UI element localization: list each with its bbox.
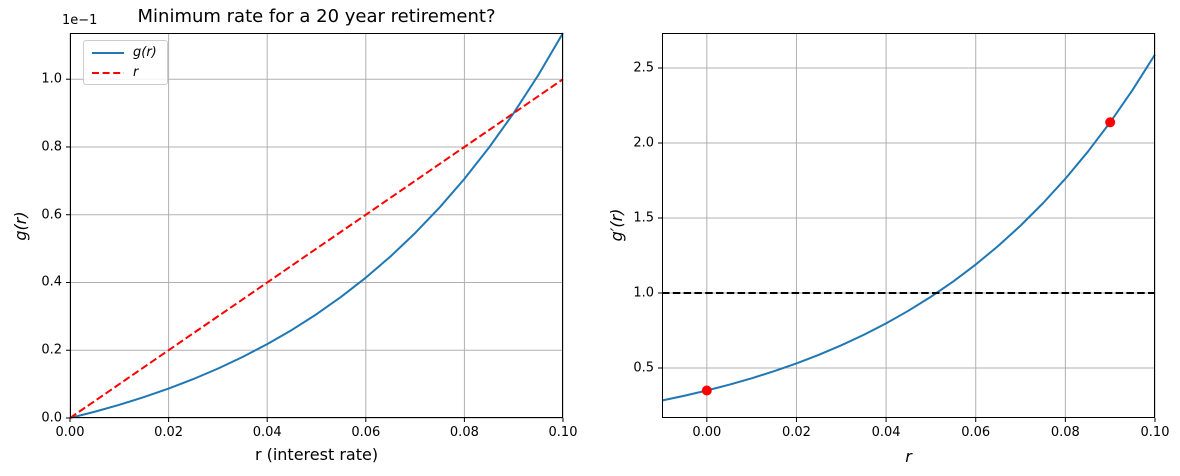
x-tick-label: 0.02 xyxy=(781,425,811,440)
y-tick-label: 2.0 xyxy=(633,135,654,151)
legend-entry: g(r) xyxy=(91,46,157,59)
legend-entry: r xyxy=(91,66,157,79)
x-tick-label: 0.04 xyxy=(252,425,282,440)
y-tick-label: 2.5 xyxy=(633,60,654,76)
grid-lines xyxy=(69,33,564,419)
x-tick-label: 0.00 xyxy=(692,425,722,440)
legend-solid-line-sample xyxy=(92,51,124,54)
tick-marks xyxy=(658,67,1156,422)
x-tick-label: 0.08 xyxy=(449,425,479,440)
x-tick-label: 0.06 xyxy=(961,425,991,440)
left-x-axis-label: r (interest rate) xyxy=(254,445,379,464)
series-line-1 xyxy=(69,78,564,419)
y-tick-label: 0.4 xyxy=(41,274,62,290)
axes-spines xyxy=(70,33,563,418)
marker-point xyxy=(1105,117,1116,128)
right-plot: 0.00 0.02 0.04 0.06 0.08 0.10 0.5 1.0 1.5 2.0 2.5 xyxy=(633,33,1169,439)
y-tick-label: 0.2 xyxy=(41,342,62,358)
x-tick-label: 0.00 xyxy=(55,425,85,440)
y-tick-label: 0.8 xyxy=(41,139,62,155)
x-tick-label: 0.08 xyxy=(1050,425,1080,440)
axes-spines xyxy=(662,33,1155,418)
y-axis-offset-label: 1e−1 xyxy=(62,13,98,28)
legend-label-r: r xyxy=(133,65,139,80)
left-plot: 0.00 0.02 0.04 0.06 0.08 0.10 0.0 0.2 0.4 0.6 0.8 1… xyxy=(41,32,577,439)
plot-canvas xyxy=(658,33,1156,422)
x-tick-label: 0.02 xyxy=(154,425,184,440)
y-tick-label: 0.0 xyxy=(41,410,62,426)
right-x-axis-label: r xyxy=(905,447,912,466)
legend-dashed-line-sample xyxy=(92,71,124,74)
x-tick-label: 0.06 xyxy=(351,425,381,440)
right-y-axis-label: g′(r) xyxy=(607,208,626,242)
legend-label-g: g(r) xyxy=(133,45,157,60)
x-tick-label: 0.10 xyxy=(1140,425,1170,440)
marker-point xyxy=(701,385,712,396)
tick-marks xyxy=(66,78,564,422)
plot-canvas xyxy=(66,32,564,422)
y-tick-label: 1.5 xyxy=(633,210,654,226)
plot-title: Minimum rate for a 20 year retirement? xyxy=(137,6,496,27)
legend: g(r) r xyxy=(83,40,168,85)
y-tick-label: 1.0 xyxy=(41,71,62,87)
grid-lines xyxy=(662,33,1156,418)
y-tick-label: 0.6 xyxy=(41,207,62,223)
left-y-axis-label: g(r) xyxy=(11,211,30,241)
series-line-0 xyxy=(661,53,1156,402)
y-tick-label: 1.0 xyxy=(633,285,654,301)
x-tick-label: 0.04 xyxy=(871,425,901,440)
x-tick-label: 0.10 xyxy=(548,425,578,440)
series-line-0 xyxy=(69,32,564,419)
y-tick-label: 0.5 xyxy=(633,360,654,376)
